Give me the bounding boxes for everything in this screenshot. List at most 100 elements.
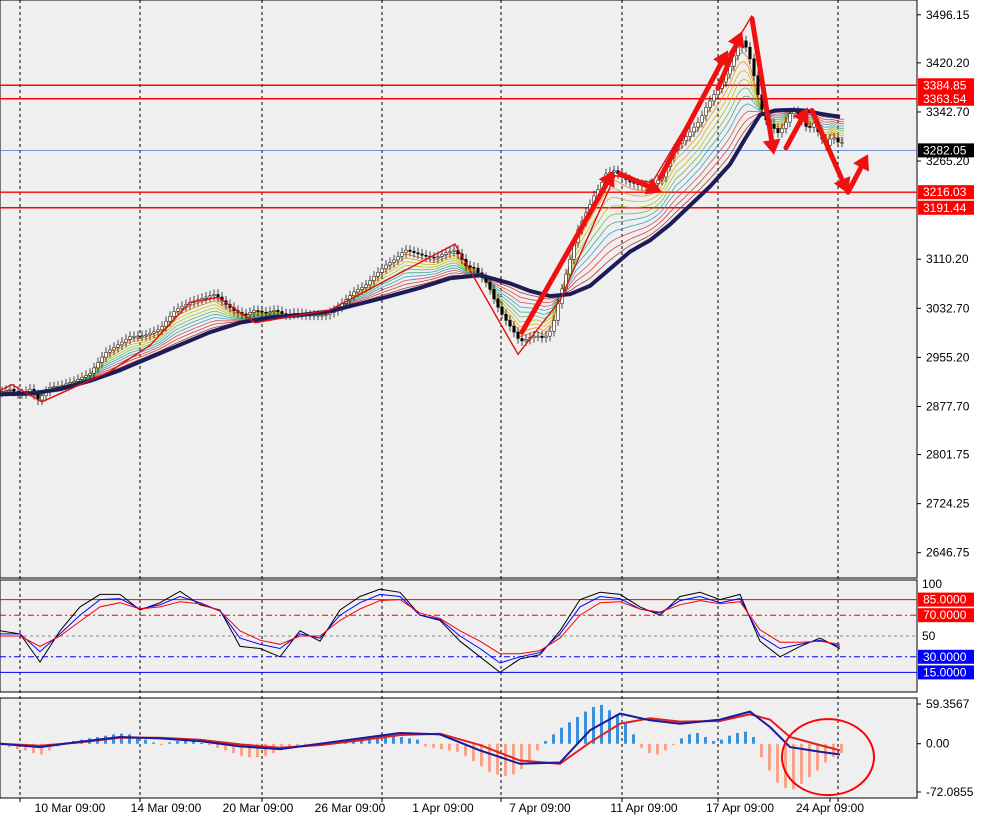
trend-arrow-head — [727, 31, 745, 49]
candle-up — [324, 314, 328, 316]
candle-up — [104, 352, 108, 358]
candle-down — [508, 320, 512, 327]
ma-ribbon-line — [0, 87, 844, 396]
trend-arrow-head — [713, 50, 729, 68]
macd-histogram-bar — [168, 742, 171, 744]
candle-up — [148, 332, 152, 336]
macd-histogram-bar — [216, 743, 219, 748]
candle-down — [276, 310, 280, 312]
macd-main-line — [0, 710, 841, 765]
candle-up — [124, 339, 128, 343]
macd-histogram-bar — [520, 743, 523, 770]
macd-histogram-bar — [800, 743, 803, 784]
candle-up — [52, 386, 56, 389]
macd-histogram-bar — [368, 737, 371, 744]
time-axis-label: 14 Mar 09:00 — [131, 801, 202, 815]
candle-up — [112, 347, 116, 351]
macd-histogram-bar — [440, 743, 443, 750]
oscillator-level-badge — [918, 665, 974, 680]
oscillator-level-label: 30.0000 — [923, 650, 967, 664]
macd-histogram-bar — [584, 711, 587, 744]
candle-up — [96, 362, 100, 369]
macd-histogram-bar — [176, 741, 179, 744]
candle-up — [152, 331, 156, 334]
candle-down — [420, 253, 424, 256]
ma-ribbon-line — [0, 78, 844, 397]
oscillator-level-label: 15.0000 — [923, 665, 967, 679]
candle-up — [568, 259, 572, 275]
price-tick-label: 2646.75 — [926, 546, 970, 560]
candle-up — [388, 262, 392, 266]
price-tick-label: 3110.20 — [926, 252, 969, 266]
candle-up — [840, 141, 844, 144]
candle-up — [784, 121, 788, 129]
candle-up — [708, 100, 712, 108]
candle-up — [684, 136, 688, 141]
macd-histogram-bar — [560, 727, 563, 744]
macd-histogram-bar — [760, 743, 763, 758]
price-tick-label: 3420.20 — [926, 56, 970, 70]
trend-arrow-head — [762, 138, 781, 155]
candle-up — [60, 385, 64, 387]
macd-histogram-bar — [208, 743, 211, 746]
macd-histogram-bar — [152, 742, 155, 744]
candle-up — [828, 138, 832, 146]
candle-up — [548, 331, 552, 337]
macd-histogram-bar — [488, 743, 491, 772]
time-axis-label: 7 Apr 09:00 — [509, 801, 571, 815]
trend-arrow-shaft — [783, 118, 804, 151]
price-tick-label: 3265.20 — [926, 154, 970, 168]
macd-histogram-bar — [128, 734, 131, 744]
candle-up — [552, 320, 556, 332]
candle-up — [376, 272, 380, 277]
macd-histogram-bar — [248, 743, 251, 758]
candle-up — [832, 137, 836, 140]
trend-arrow-shaft — [845, 164, 864, 195]
macd-histogram-bar — [552, 734, 555, 744]
price-tick-label: 2955.20 — [926, 350, 970, 364]
candle-down — [500, 306, 504, 315]
candle-down — [756, 75, 760, 95]
candle-up — [128, 336, 132, 340]
ma-ribbon-line — [0, 95, 844, 396]
macd-histogram-bar — [416, 739, 419, 744]
candle-up — [64, 383, 68, 386]
oscillator-level-badge — [918, 592, 974, 607]
macd-histogram-bar — [184, 740, 187, 744]
candle-up — [400, 252, 404, 257]
candle-up — [80, 377, 84, 380]
candle-up — [76, 379, 80, 382]
candle-up — [160, 326, 164, 331]
candle-up — [144, 334, 148, 337]
candle-up — [72, 381, 76, 383]
candle-up — [8, 388, 12, 391]
candle-up — [172, 311, 176, 317]
price-level-badge — [918, 185, 974, 200]
macd-histogram-bar — [528, 743, 531, 762]
macd-histogram-bar — [480, 743, 483, 767]
macd-histogram-bar — [288, 743, 291, 748]
candle-down — [432, 256, 436, 259]
ma-ribbon-line — [0, 109, 844, 395]
time-axis-label: 10 Mar 09:00 — [35, 801, 106, 815]
candle-up — [524, 339, 528, 342]
candle-down — [512, 325, 516, 333]
price-level-badge — [918, 143, 974, 158]
candle-up — [168, 316, 172, 322]
macd-histogram-bar — [832, 743, 835, 758]
annotation-circle — [781, 718, 875, 797]
candle-up — [452, 249, 456, 252]
candle-up — [656, 179, 660, 184]
candle-up — [204, 296, 208, 299]
trend-arrow-head — [833, 176, 851, 194]
candle-down — [416, 252, 420, 255]
price-level-label: 3363.54 — [923, 92, 967, 106]
candle-down — [412, 251, 416, 253]
macd-histogram-bar — [752, 737, 755, 744]
macd-histogram-bar — [736, 733, 739, 744]
candle-up — [404, 249, 408, 253]
candle-up — [372, 275, 376, 281]
macd-histogram-bar — [728, 735, 731, 744]
candle-up — [68, 382, 72, 385]
